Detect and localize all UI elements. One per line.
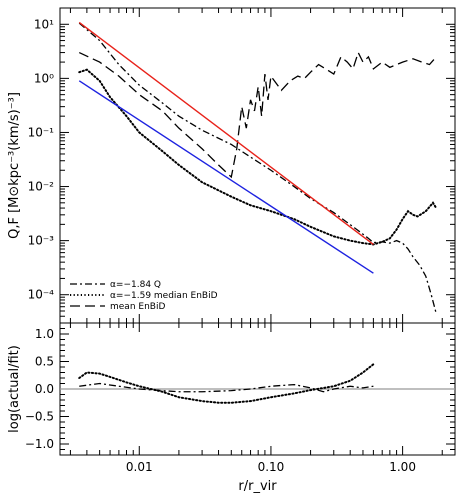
top-series-solid-4 — [78, 80, 374, 274]
plot-frame-top — [59, 7, 456, 324]
y-axis-label-bottom: log(actual/fit) — [7, 345, 22, 433]
series-group-top — [78, 21, 438, 314]
y-tick-label-bottom: 0.5 — [35, 355, 54, 369]
legend-label: α=−1.59 median EnBiD — [110, 291, 218, 301]
panel-bottom: 0.01 0.10 1.00 −1.0 −0.5 0.0 0.5 1.0 — [25, 322, 456, 474]
y-tick-label-top: 10⁻⁴ — [28, 288, 55, 302]
legend-label: α=−1.84 Q — [110, 280, 161, 290]
y-tick-label-top: 10⁻² — [28, 180, 55, 194]
bottom-series-dotted-0 — [78, 363, 375, 404]
y-axis-label-top: Q,F [M⊙kpc⁻³(km/s)⁻³] — [7, 92, 22, 239]
top-series-longdash-2 — [78, 50, 437, 179]
y-tick-label-top: 10¹ — [34, 17, 54, 31]
x-tick-label: 0.10 — [258, 460, 285, 474]
y-tick-label-top: 10⁻¹ — [28, 125, 55, 139]
x-tick-label: 1.00 — [389, 460, 416, 474]
legend-label: mean EnBiD — [110, 302, 165, 312]
top-series-solid-3 — [78, 21, 374, 246]
y-tick-label-bottom: 0.0 — [35, 382, 54, 396]
y-tick-label-top: 10⁻³ — [28, 234, 55, 248]
y-tick-label-bottom: −0.5 — [25, 410, 54, 424]
y-tick-label-bottom: 1.0 — [35, 327, 54, 341]
top-series-dotted-1 — [78, 68, 438, 246]
y-tick-label-top: 10⁰ — [34, 71, 54, 85]
y-tick-label-bottom: −1.0 — [25, 437, 54, 451]
x-axis-label: r/r_vir — [238, 479, 277, 494]
panel-top: 10⁻⁴ 10⁻³ 10⁻² 10⁻¹ 10⁰ 10¹ — [28, 7, 456, 324]
x-tick-label: 0.01 — [126, 460, 153, 474]
top-series-dashdot-0 — [78, 22, 437, 314]
